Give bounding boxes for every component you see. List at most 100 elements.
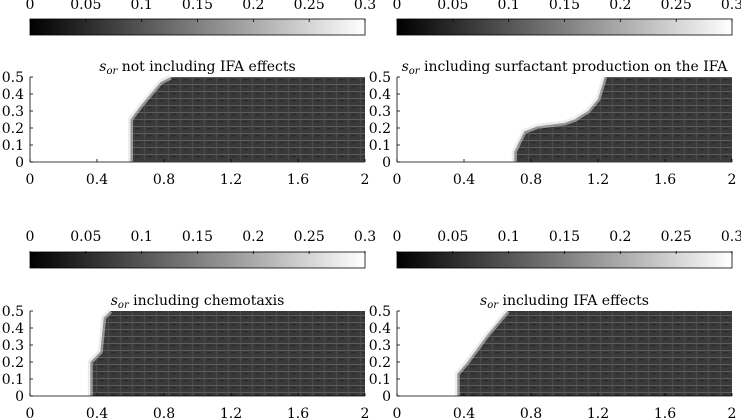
colorbar-tick-label: 0.3: [354, 0, 376, 13]
x-tick-label: 1.2: [220, 406, 242, 420]
y-tick-label: 0.1: [2, 372, 24, 388]
colorbar-tick-label: 0.2: [609, 229, 631, 245]
colorbar-tick-label: 0.25: [661, 229, 692, 245]
y-tick-label: 0: [382, 389, 391, 405]
x-tick-label: 0.4: [453, 406, 475, 420]
x-tick-label: 2: [728, 406, 737, 420]
title-subscript: or: [487, 300, 499, 311]
y-tick-label: 0.3: [369, 104, 391, 120]
colorbar-tick-label: 0.15: [182, 0, 213, 13]
y-tick-label: 0.3: [369, 338, 391, 354]
x-tick-label: 1.6: [654, 172, 676, 188]
x-tick-label: 0.8: [153, 172, 175, 188]
x-tick-label: 0.8: [520, 406, 542, 420]
heatmap-region: [90, 311, 366, 396]
title-text: not including IFA effects: [117, 59, 295, 75]
colorbar-tick-label: 0.15: [549, 229, 580, 245]
colorbar-bottom-left: 0 0.05 0.1 0.15 0.2 0.25 0.3: [26, 229, 376, 269]
x-tick-label: 1.6: [287, 172, 309, 188]
x-tick-label: 1.6: [654, 406, 676, 420]
panel-title: sor not including IFA effects: [99, 59, 295, 77]
colorbar-top-left: 0 0.05 0.1 0.15 0.2 0.25 0.3: [26, 0, 376, 36]
colorbar-tick-label: 0.1: [131, 229, 153, 245]
y-tick-label: 0.2: [2, 355, 24, 371]
x-tick-label: 1.2: [220, 172, 242, 188]
y-tick-label: 0: [382, 155, 391, 171]
y-tick-label: 0.3: [2, 104, 24, 120]
colorbar-gradient: [396, 251, 733, 269]
y-tick-label: 0.1: [369, 372, 391, 388]
x-tick-label: 0.4: [86, 406, 108, 420]
title-symbol: s: [402, 59, 409, 75]
x-tick-label: 0.4: [453, 172, 475, 188]
title-symbol: s: [480, 293, 487, 309]
panel-title: sor including surfactant production on t…: [402, 59, 729, 77]
title-subscript: or: [409, 66, 421, 77]
y-tick-label: 0: [15, 389, 24, 405]
colorbar-tick-label: 0.1: [131, 0, 153, 13]
colorbar-tick-label: 0.15: [549, 0, 580, 13]
y-tick-label: 0.2: [369, 121, 391, 137]
title-subscript: or: [106, 66, 118, 77]
colorbar-tick-label: 0.05: [437, 229, 468, 245]
x-tick-label: 2: [728, 172, 737, 188]
y-tick-label: 0.4: [369, 87, 391, 103]
x-tick-label: 0: [26, 172, 35, 188]
x-tick-label: 1.6: [287, 406, 309, 420]
colorbar-tick-label: 0.2: [242, 229, 264, 245]
panel-ifa-effects: sor including IFA effects 0 0.4 0.8 1.2 1.6 2 0…: [369, 293, 737, 420]
colorbar-tick-label: 0: [26, 0, 35, 13]
boundary-fringe: [511, 76, 608, 162]
panel-no-ifa: sor not including IFA effects 0 0.4 0.8 1.2 1…: [2, 59, 370, 188]
x-tick-label: 2: [361, 406, 370, 420]
title-text: including chemotaxis: [129, 293, 285, 309]
x-tick-label: 0.4: [86, 172, 108, 188]
heatmap-region: [514, 77, 732, 162]
y-tick-label: 0.2: [2, 121, 24, 137]
title-symbol: s: [99, 59, 106, 75]
x-tick-label: 0.8: [153, 406, 175, 420]
y-tick-label: 0.1: [369, 138, 391, 154]
y-tick-label: 0: [15, 155, 24, 171]
panel-surfactant: sor including surfactant production on t…: [369, 59, 737, 188]
colorbar-tick-label: 0.05: [70, 229, 101, 245]
colorbar-tick-label: 0.1: [498, 229, 520, 245]
x-tick-label: 0: [393, 406, 402, 420]
colorbar-tick-label: 0.05: [437, 0, 468, 13]
title-subscript: or: [118, 300, 130, 311]
x-tick-label: 0: [393, 172, 402, 188]
y-tick-label: 0.3: [2, 338, 24, 354]
colorbar-tick-label: 0.3: [721, 229, 741, 245]
colorbar-tick-label: 0.2: [242, 0, 264, 13]
colorbar-tick-label: 0: [26, 229, 35, 245]
colorbar-tick-label: 0.3: [721, 0, 741, 13]
x-tick-label: 1.2: [587, 406, 609, 420]
colorbar-tick-label: 0.05: [70, 0, 101, 13]
title-text: including IFA effects: [498, 293, 649, 309]
y-tick-label: 0.2: [369, 355, 391, 371]
panel-title: sor including IFA effects: [480, 293, 649, 311]
colorbar-tick-label: 0.15: [182, 229, 213, 245]
colorbar-tick-label: 0.2: [609, 0, 631, 13]
colorbar-tick-label: 0: [393, 229, 402, 245]
colorbar-tick-label: 0.25: [294, 0, 325, 13]
colorbar-bottom-right: 0 0.05 0.1 0.15 0.2 0.25 0.3: [393, 229, 741, 269]
y-tick-label: 0.4: [369, 321, 391, 337]
colorbar-tick-label: 0.1: [498, 0, 520, 13]
colorbar-top-right: 0 0.05 0.1 0.15 0.2 0.25 0.3: [393, 0, 741, 36]
y-tick-label: 0.4: [2, 87, 24, 103]
boundary-fringe: [454, 309, 510, 396]
panel-title: sor including chemotaxis: [111, 293, 285, 311]
y-tick-label: 0.1: [2, 138, 24, 154]
colorbar-gradient: [29, 251, 366, 269]
boundary-fringe: [128, 74, 172, 162]
boundary-fringe: [87, 309, 113, 396]
title-symbol: s: [111, 293, 118, 309]
colorbar-tick-label: 0.3: [354, 229, 376, 245]
x-tick-label: 0: [26, 406, 35, 420]
y-tick-label: 0.5: [369, 70, 391, 86]
x-tick-label: 1.2: [587, 172, 609, 188]
x-tick-label: 2: [361, 172, 370, 188]
